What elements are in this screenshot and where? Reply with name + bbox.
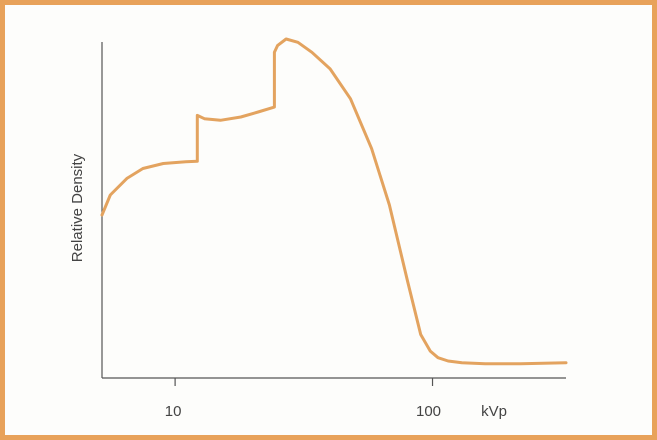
x-tick-label-10: 10 — [165, 403, 182, 420]
relative-density-curve — [100, 37, 568, 366]
y-axis-label: Relative Density — [69, 153, 86, 262]
x-tick-label-100: 100 — [416, 403, 441, 420]
x-axis-label: kVp — [481, 403, 507, 420]
